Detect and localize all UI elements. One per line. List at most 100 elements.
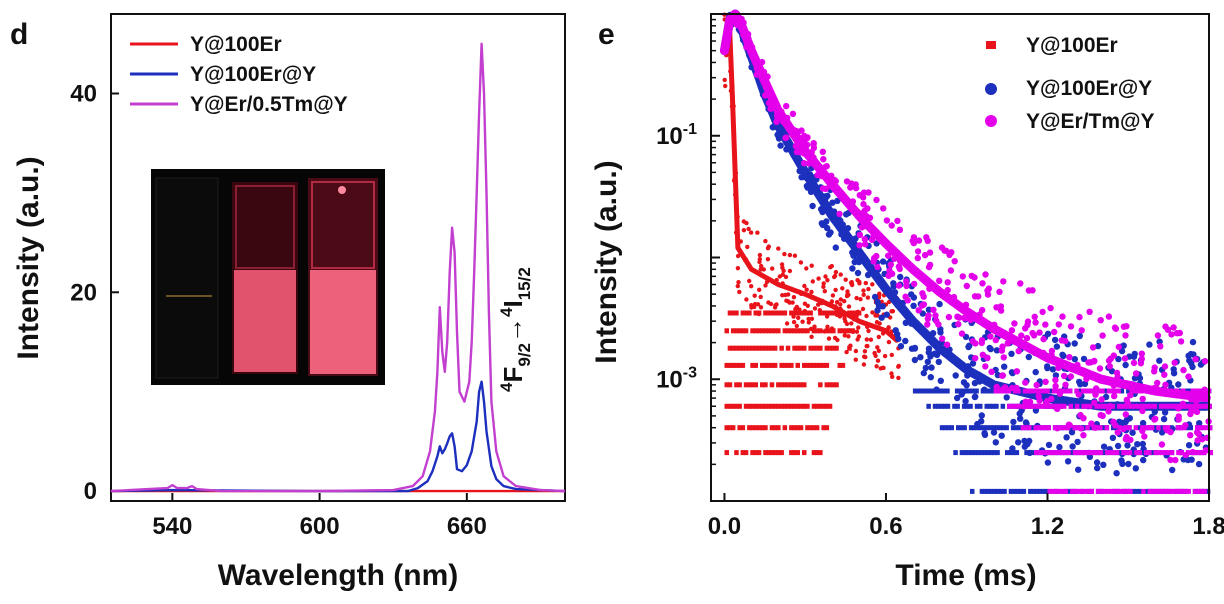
chart-e-count-streak	[1121, 488, 1127, 494]
chart-e-point	[1064, 458, 1072, 465]
chart-e-count-streak	[772, 362, 778, 368]
chart-e-count-streak	[1115, 488, 1120, 494]
chart-e-point	[911, 356, 919, 364]
chart-e-point	[1047, 304, 1054, 312]
chart-e-point	[853, 348, 859, 354]
chart-e-count-streak	[1168, 403, 1174, 409]
chart-e-count-streak	[1011, 450, 1016, 456]
chart-e-point	[840, 286, 845, 291]
chart-e-count-streak	[756, 403, 762, 409]
cuvette-3-glow	[310, 270, 376, 374]
chart-e-count-streak	[760, 362, 765, 368]
chart-e-point	[1042, 378, 1049, 385]
chart-e-count-streak	[1187, 388, 1192, 394]
chart-e-point	[946, 346, 953, 353]
chart-e-count-streak	[1087, 388, 1092, 394]
chart-e-count-streak	[1071, 403, 1077, 409]
chart-e-count-streak	[1178, 425, 1184, 431]
chart-e-point	[889, 371, 894, 376]
chart-e-point	[846, 334, 851, 339]
chart-e-count-streak	[1105, 450, 1110, 456]
chart-e-count-streak	[1119, 388, 1125, 394]
chart-e-point	[856, 325, 861, 330]
chart-e-count-streak	[792, 310, 797, 316]
chart-e-point	[776, 246, 781, 251]
chart-e-decay-band-3	[720, 9, 1211, 403]
chart-e-count-streak	[1156, 425, 1161, 431]
chart-e-count-streak	[1100, 403, 1106, 409]
chart-e-count-streak	[727, 310, 733, 316]
chart-e-point	[873, 196, 880, 204]
chart-e-point	[748, 230, 754, 235]
chart-e-count-streak	[1186, 488, 1191, 494]
chart-e-count-streak	[1133, 425, 1139, 431]
chart-e-point	[810, 140, 817, 147]
chart-e-point	[1025, 353, 1033, 361]
chart-e-count-streak	[1197, 388, 1202, 394]
chart-e-point	[787, 145, 794, 152]
chart-e-point	[924, 358, 931, 365]
chart-e-count-streak	[782, 310, 788, 316]
legend-d-label-1: Y@100Er	[190, 33, 282, 56]
chart-e-point	[809, 316, 815, 321]
chart-e-count-streak	[782, 403, 788, 409]
chart-e-point	[798, 260, 804, 265]
chart-e-count-streak	[1157, 488, 1162, 494]
chart-e-count-streak	[763, 382, 768, 388]
chart-e-point	[780, 272, 785, 277]
chart-e-point	[1001, 363, 1008, 370]
chart-e-count-streak	[834, 382, 839, 388]
chart-d-ytick-label: 20	[70, 279, 97, 306]
chart-e-count-streak	[984, 403, 989, 409]
chart-e-point	[774, 131, 781, 138]
chart-e-count-streak	[1207, 425, 1213, 431]
chart-e-point	[746, 226, 751, 232]
chart-e-point	[1098, 396, 1105, 403]
chart-e-count-streak	[753, 425, 758, 431]
chart-e-point	[860, 223, 868, 230]
chart-e-count-streak	[961, 388, 966, 394]
chart-e-count-streak	[989, 488, 994, 494]
chart-e-point	[1175, 413, 1182, 420]
chart-e-point	[988, 368, 995, 375]
chart-e-point	[972, 340, 979, 347]
chart-e-point	[971, 379, 979, 387]
chart-e-point	[1077, 381, 1084, 388]
chart-e-count-streak	[779, 450, 784, 456]
chart-e-point	[902, 337, 909, 345]
chart-e-count-streak	[981, 425, 987, 431]
chart-e-count-streak	[821, 362, 826, 368]
chart-e-point	[1139, 395, 1146, 403]
chart-e-count-streak	[824, 345, 830, 351]
chart-e-point	[821, 284, 826, 289]
chart-e-point	[842, 333, 847, 338]
chart-e-point	[890, 283, 897, 290]
chart-e-count-streak	[1109, 388, 1115, 394]
chart-e-count-streak	[818, 345, 823, 351]
chart-e-point	[833, 269, 839, 275]
chart-e-point	[1112, 422, 1119, 429]
chart-e-point	[1161, 363, 1169, 370]
chart-e-count-streak	[1099, 488, 1104, 494]
chart-e-point	[849, 265, 856, 272]
chart-e-point	[886, 339, 892, 345]
chart-e-point	[821, 196, 829, 203]
chart-e-point	[910, 294, 918, 301]
chart-e-count-streak	[1068, 403, 1073, 409]
chart-e-point	[1157, 343, 1164, 350]
chart-e-point	[1169, 466, 1176, 474]
chart-e-count-streak	[724, 328, 729, 334]
chart-e-point	[883, 311, 890, 318]
legend-e-marker-3	[985, 115, 997, 127]
chart-e-count-streak	[975, 425, 980, 431]
chart-e-count-streak	[970, 488, 975, 494]
chart-e-count-streak	[760, 382, 765, 388]
chart-e-count-streak	[1173, 488, 1178, 494]
chart-e-point	[963, 282, 970, 290]
chart-e-count-streak	[1034, 450, 1039, 456]
chart-e-point	[896, 226, 904, 233]
chart-e-point	[787, 252, 793, 258]
chart-e-point	[1113, 470, 1120, 477]
chart-e-count-streak	[802, 345, 807, 351]
chart-e-point	[1000, 354, 1007, 361]
